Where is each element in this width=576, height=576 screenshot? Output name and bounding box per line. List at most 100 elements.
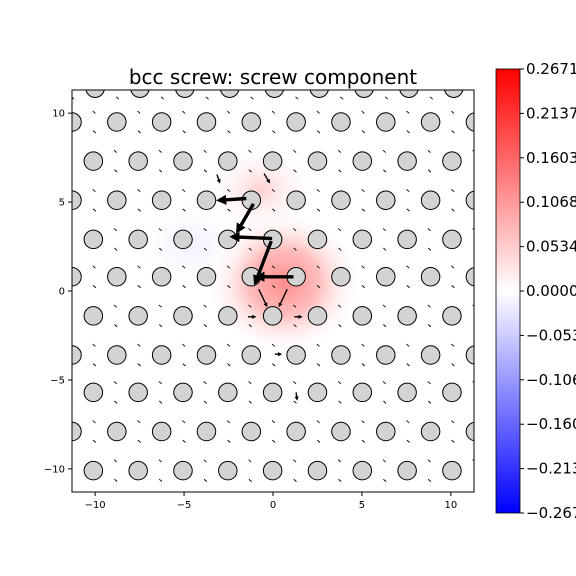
small-arrow <box>384 96 389 100</box>
atom <box>196 112 217 132</box>
colorbar: 0.2671 0.2137 0.1603 0.1068 0.0534 0.0000 −0.0… <box>495 60 576 522</box>
small-arrow <box>316 343 320 347</box>
small-arrow <box>272 285 276 289</box>
small-arrow <box>293 228 297 232</box>
small-arrow <box>406 188 410 193</box>
atom <box>465 345 474 365</box>
small-arrow <box>427 381 431 385</box>
small-arrow <box>451 188 455 193</box>
small-arrow <box>427 149 431 153</box>
displacement-arrow <box>263 173 271 184</box>
small-arrow <box>113 228 118 232</box>
colorbar-tick-label: −0.2671 <box>526 504 576 522</box>
small-arrow <box>382 304 387 308</box>
small-arrow <box>158 400 163 404</box>
small-arrow <box>272 363 276 367</box>
x-tick-label: 10 <box>445 500 458 511</box>
displacement-arrow <box>229 231 273 243</box>
small-arrow <box>182 208 186 212</box>
small-arrow <box>114 324 118 328</box>
small-arrow <box>182 188 186 193</box>
atom <box>376 345 396 365</box>
atom <box>128 382 148 403</box>
small-arrow <box>226 188 231 193</box>
atom <box>151 267 172 287</box>
small-arrow <box>451 130 455 134</box>
atom <box>397 229 417 250</box>
small-arrow <box>248 304 252 308</box>
atom <box>286 345 306 365</box>
small-arrow <box>226 265 231 269</box>
small-arrow <box>338 478 342 482</box>
small-arrow <box>203 169 208 173</box>
small-arrow <box>451 208 455 212</box>
small-arrow <box>92 363 97 367</box>
small-arrow <box>182 439 186 443</box>
small-arrow <box>226 343 231 347</box>
atom <box>72 190 82 211</box>
small-arrow <box>92 265 96 269</box>
small-arrow <box>427 400 432 404</box>
colorbar-bar <box>495 68 521 514</box>
displacement-arrow <box>294 392 299 401</box>
small-arrow <box>158 169 163 173</box>
small-arrow <box>338 169 342 173</box>
large-displacement-arrows <box>216 173 303 401</box>
y-tick-label: −5 <box>50 375 65 386</box>
atom <box>173 306 193 326</box>
small-arrow <box>361 420 365 424</box>
atom <box>173 151 193 171</box>
atom <box>173 382 193 403</box>
small-arrow <box>114 169 118 173</box>
small-arrow <box>472 304 474 307</box>
small-arrow <box>248 149 252 153</box>
atom <box>151 112 172 132</box>
small-arrow <box>337 149 342 153</box>
atom <box>352 460 373 481</box>
atom <box>262 151 283 171</box>
small-arrow <box>316 363 321 367</box>
small-arrow <box>227 130 231 134</box>
small-arrow <box>226 420 231 424</box>
x-tick-label: 0 <box>270 500 276 511</box>
small-arrow <box>203 228 207 232</box>
small-arrow <box>383 400 387 404</box>
small-arrow <box>272 208 276 212</box>
small-arrow <box>406 265 410 269</box>
small-arrow <box>158 304 162 308</box>
small-arrow <box>316 265 320 269</box>
displacement-arrow <box>235 202 255 234</box>
small-arrow <box>451 110 455 114</box>
small-arrow <box>182 130 186 134</box>
small-arrow <box>382 149 387 153</box>
small-arrow <box>248 228 252 232</box>
small-arrow <box>203 149 207 153</box>
colorbar-tick-label: 0.2137 <box>526 104 576 122</box>
small-arrow <box>293 478 297 482</box>
small-arrow <box>316 208 321 212</box>
atom <box>352 306 373 326</box>
small-arrow <box>137 208 141 212</box>
small-arrow <box>451 420 455 424</box>
small-arrow <box>406 420 410 424</box>
small-arrow <box>472 149 474 152</box>
atom <box>352 151 373 171</box>
atom <box>151 421 172 442</box>
small-arrow <box>271 343 276 347</box>
small-arrow <box>158 324 163 328</box>
atom <box>307 229 328 250</box>
small-arrow <box>137 439 141 443</box>
small-arrow <box>137 130 141 134</box>
atom <box>420 190 441 211</box>
atom <box>151 190 172 211</box>
small-arrow <box>158 228 162 232</box>
small-arrow <box>137 188 141 193</box>
small-arrow <box>337 304 342 308</box>
small-arrow <box>92 188 96 193</box>
atom <box>173 229 193 250</box>
small-arrow <box>48 209 51 211</box>
small-arrow <box>271 420 276 424</box>
small-arrow <box>429 96 433 100</box>
small-arrow <box>293 381 297 385</box>
